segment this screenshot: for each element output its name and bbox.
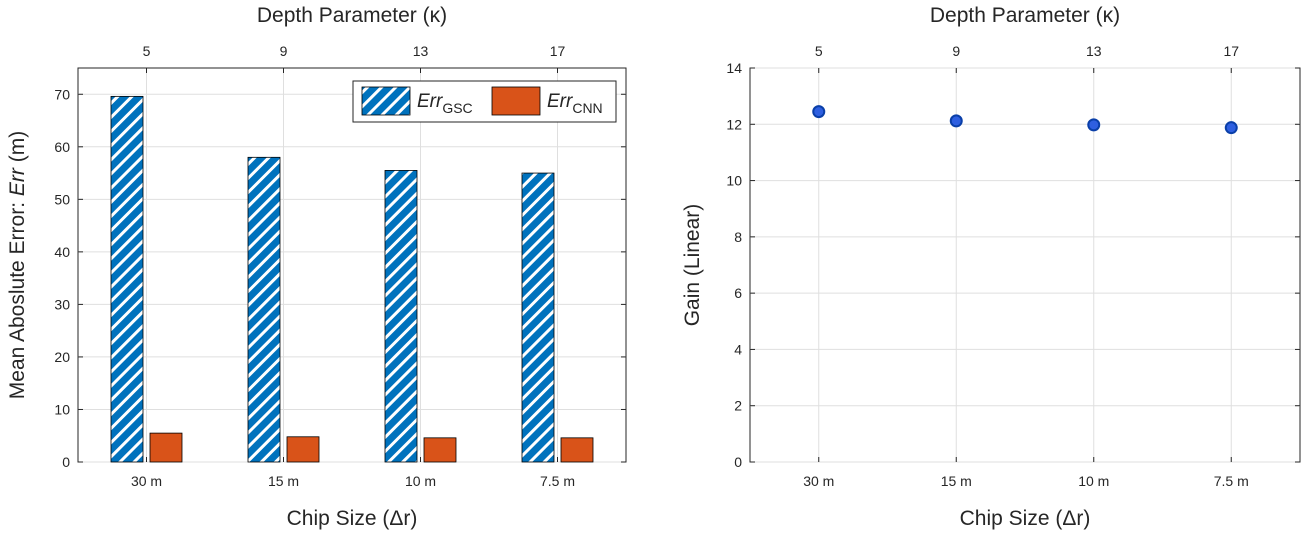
x-tick-label: 30 m [131,473,162,489]
scatter-chart: 0 2 4 6 8 10 12 14 30 m 15 m 10 m 7.5 m 5 9 13 17 Chi… [681,4,1301,530]
scatter-series [812,105,1238,135]
legend-label-gsc: ErrGSC [417,91,473,116]
top-tick-label: 17 [1223,43,1239,59]
x-tick-label: 7.5 m [1214,473,1249,489]
x-tick-label: 10 m [405,473,436,489]
x-tick-label: 10 m [1078,473,1109,489]
bar-x-ticks: 30 m 15 m 10 m 7.5 m [131,457,575,489]
y-tick-label: 0 [734,454,742,470]
bar-gsc-2 [384,170,418,463]
bar-y-ticks: 0 10 20 30 40 50 60 70 [54,86,626,470]
y-tick-label: 50 [54,191,70,207]
y-tick-label: 14 [726,60,742,76]
y-tick-label: 20 [54,349,70,365]
bar-chart: 0 10 20 30 40 50 60 70 30 m 15 m 10 m 7.5 m 5 9 13 17… [6,4,627,530]
legend-swatch-cnn [491,86,541,116]
top-tick-label: 9 [952,43,960,59]
scatter-top-ticks: 5 9 13 17 [815,43,1239,73]
legend-swatch-gsc [361,86,411,116]
scatter-point-1 [949,114,963,128]
legend-label-cnn: ErrCNN [547,91,603,116]
bar-x-axis-label: Chip Size (Δr) [287,507,418,530]
top-tick-label: 9 [280,43,288,59]
bar-y-axis-label: Mean Aboslute Error: Err (m) [6,131,29,399]
scatter-point-0 [812,105,826,119]
y-tick-label: 6 [734,285,742,301]
bar-gsc-1 [247,156,281,463]
y-tick-label: 10 [54,401,70,417]
x-tick-label: 7.5 m [540,473,575,489]
x-tick-label: 15 m [941,473,972,489]
top-tick-label: 5 [815,43,823,59]
scatter-point-3 [1224,121,1238,135]
bar-cnn-0 [149,432,183,463]
bar-top-ticks: 5 9 13 17 [143,43,566,73]
top-tick-label: 17 [550,43,566,59]
top-tick-label: 13 [413,43,429,59]
bar-cnn-3 [560,437,594,463]
bar-legend: ErrGSC ErrCNN [352,80,617,123]
scatter-plot-area [749,67,1301,463]
scatter-y-axis-label: Gain (Linear) [681,204,704,327]
scatter-point-2 [1087,118,1101,132]
bar-cnn-2 [423,437,457,463]
y-tick-label: 60 [54,139,70,155]
scatter-x-axis-label: Chip Size (Δr) [960,507,1091,530]
y-tick-label: 0 [62,454,70,470]
scatter-x-ticks: 30 m 15 m 10 m 7.5 m [803,457,1249,489]
y-tick-label: 8 [734,229,742,245]
scatter-y-ticks: 0 2 4 6 8 10 12 14 [726,60,1300,470]
y-tick-label: 40 [54,244,70,260]
bar-gsc-3 [521,172,555,463]
y-tick-label: 10 [726,173,742,189]
x-tick-label: 30 m [803,473,834,489]
y-tick-label: 12 [726,116,742,132]
bar-top-axis-label: Depth Parameter (κ) [257,4,447,27]
bar-gsc-0 [110,95,144,463]
y-tick-label: 4 [734,341,742,357]
x-tick-label: 15 m [268,473,299,489]
top-tick-label: 13 [1086,43,1102,59]
bar-series [110,95,594,463]
top-tick-label: 5 [143,43,151,59]
y-tick-label: 70 [54,86,70,102]
scatter-grid [750,67,1300,463]
y-tick-label: 2 [734,398,742,414]
scatter-top-axis-label: Depth Parameter (κ) [930,4,1120,27]
y-tick-label: 30 [54,296,70,312]
bar-cnn-1 [286,436,320,463]
